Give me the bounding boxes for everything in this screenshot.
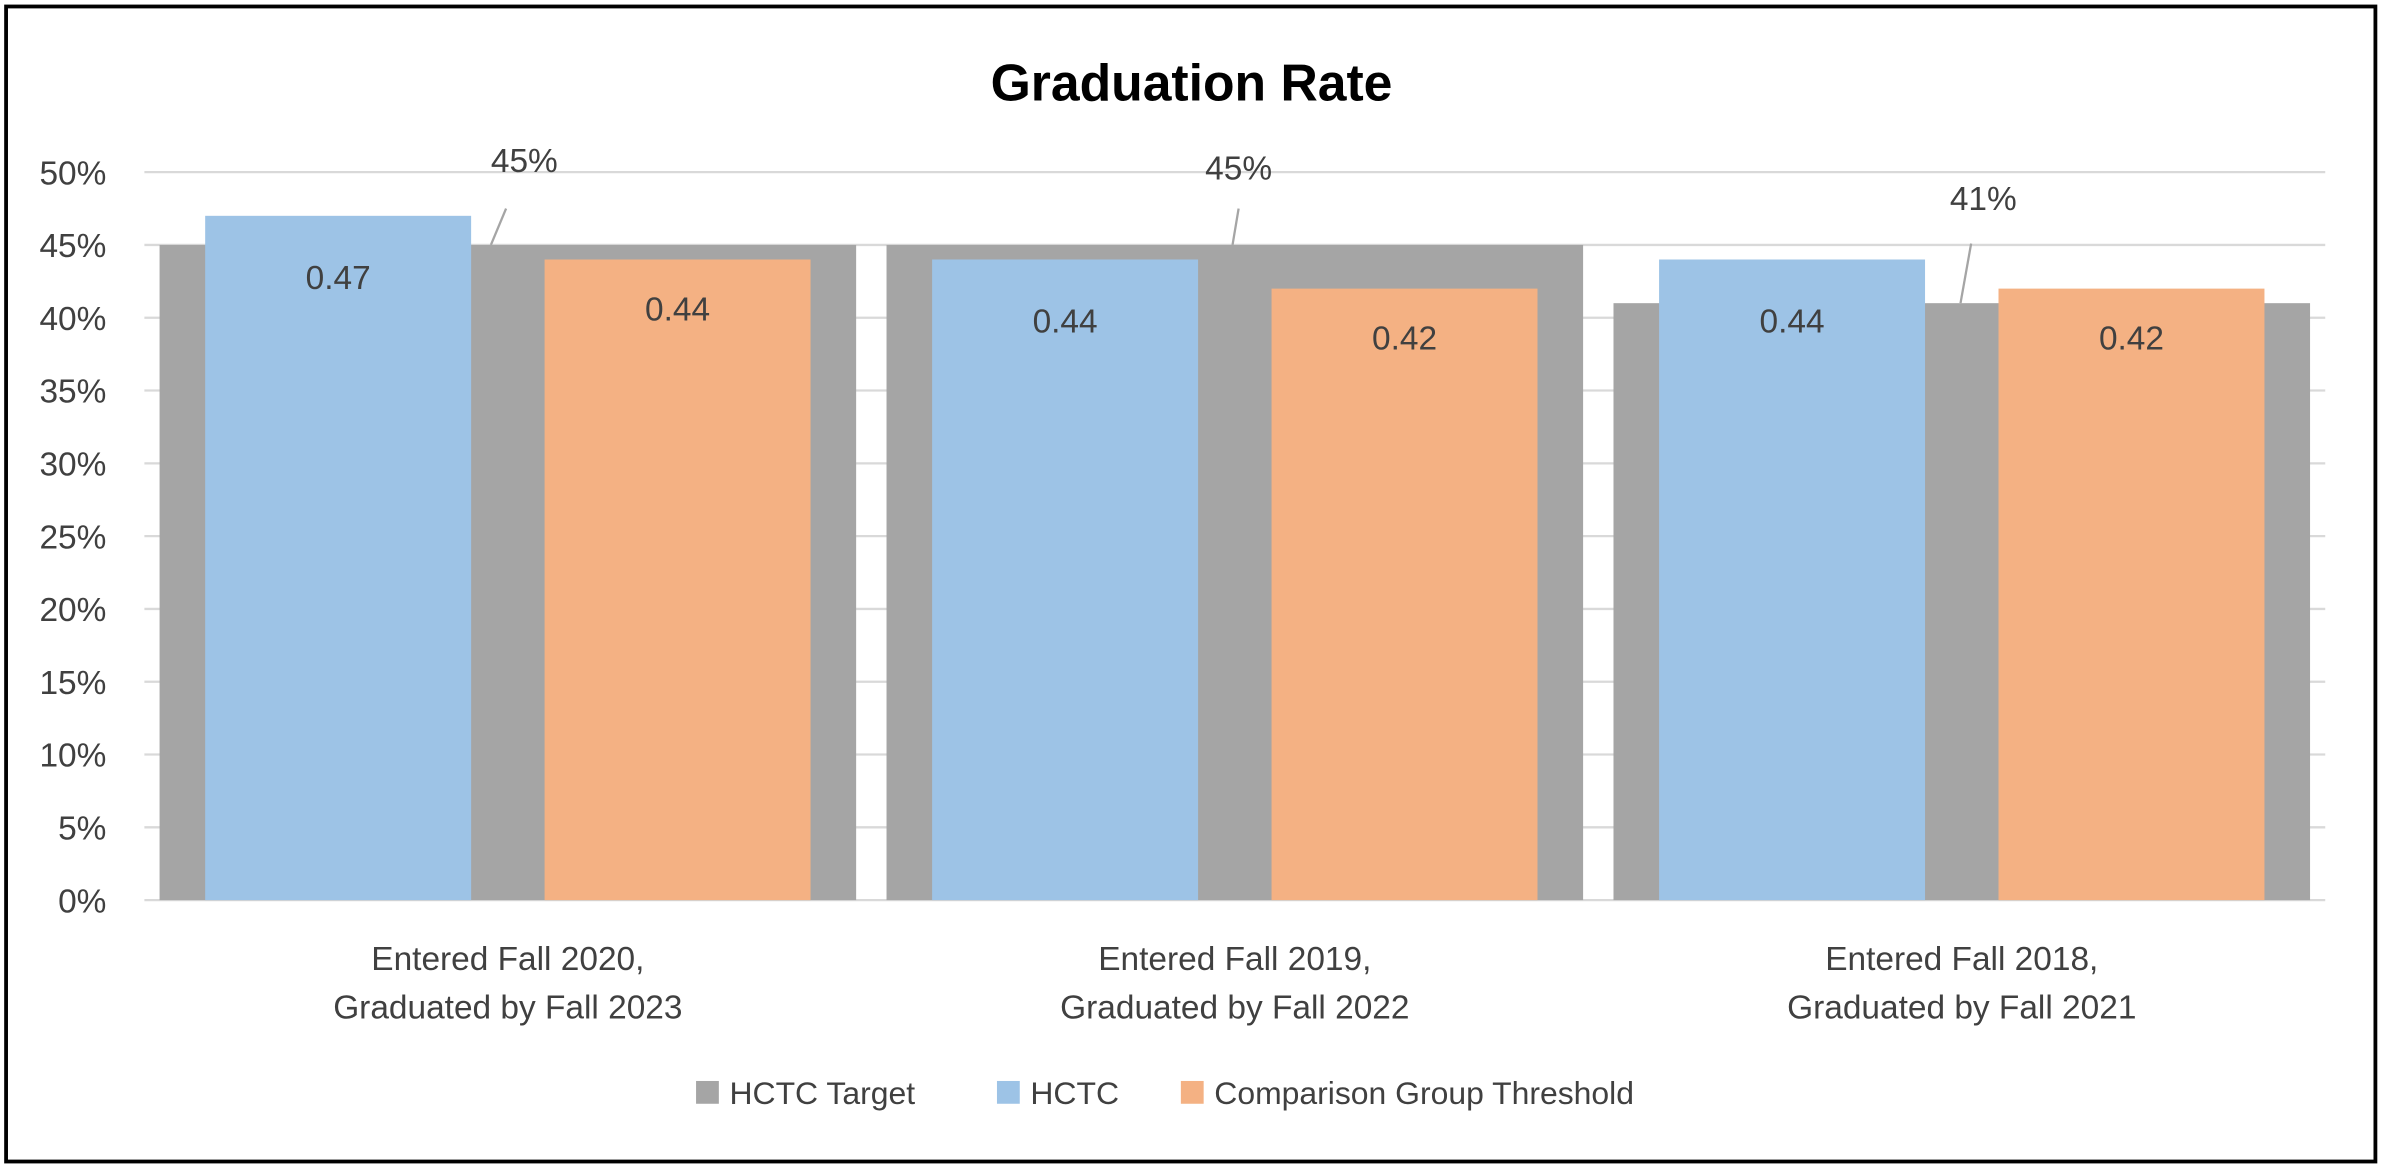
x-category-label: Entered Fall 2019,	[1098, 941, 1371, 978]
data-label-hctc-target: 45%	[1205, 151, 1272, 188]
chart-title: Graduation Rate	[991, 54, 1393, 112]
data-label-hctc: 0.47	[306, 260, 371, 297]
data-label-comparison: 0.42	[1372, 320, 1437, 357]
x-category-label: Entered Fall 2018,	[1825, 941, 2098, 978]
x-category-label: Graduated by Fall 2023	[333, 990, 682, 1027]
leader-line	[1231, 208, 1240, 246]
legend-label: Comparison Group Threshold	[1214, 1075, 1634, 1111]
x-category-label: Graduated by Fall 2022	[1060, 990, 1409, 1027]
leader-line	[1959, 243, 1973, 304]
y-tick-label: 15%	[39, 665, 106, 702]
data-label-hctc-target: 41%	[1950, 181, 2017, 218]
bar-hctc	[1659, 259, 1926, 901]
legend-swatch	[996, 1080, 1020, 1104]
x-category-label: Graduated by Fall 2021	[1787, 990, 2136, 1027]
bar-comparison-group-threshold	[1998, 288, 2265, 901]
bar-comparison-group-threshold	[1271, 288, 1538, 901]
y-tick-label: 10%	[39, 738, 106, 775]
y-tick-label: 40%	[39, 301, 106, 338]
y-tick-label: 50%	[39, 155, 106, 192]
legend-swatch	[1180, 1080, 1204, 1104]
y-tick-label: 25%	[39, 519, 106, 556]
data-label-hctc-target: 45%	[491, 143, 558, 180]
leader-line	[489, 208, 508, 246]
bar-hctc	[205, 215, 472, 901]
data-label-hctc: 0.44	[1760, 303, 1825, 340]
y-tick-label: 20%	[39, 592, 106, 629]
y-tick-label: 35%	[39, 374, 106, 411]
bar-hctc	[932, 259, 1199, 901]
data-label-hctc: 0.44	[1033, 303, 1098, 340]
legend-label: HCTC	[1030, 1075, 1119, 1111]
y-tick-label: 0%	[58, 883, 106, 920]
x-category-label: Entered Fall 2020,	[371, 941, 644, 978]
legend-label: HCTC Target	[729, 1075, 915, 1111]
bar-comparison-group-threshold	[544, 259, 811, 901]
data-label-comparison: 0.42	[2099, 320, 2164, 357]
legend-swatch	[696, 1080, 719, 1104]
y-tick-label: 30%	[39, 446, 106, 483]
y-tick-label: 45%	[39, 228, 106, 265]
data-label-comparison: 0.44	[645, 291, 710, 328]
y-tick-label: 5%	[58, 810, 106, 847]
